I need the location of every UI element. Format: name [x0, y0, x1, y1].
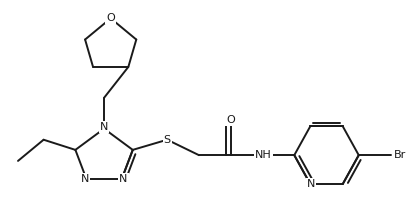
Text: NH: NH: [255, 150, 272, 160]
Text: N: N: [100, 122, 108, 132]
Text: O: O: [226, 115, 235, 125]
Text: N: N: [307, 179, 315, 189]
Text: N: N: [119, 174, 128, 184]
Text: N: N: [81, 174, 89, 184]
Text: Br: Br: [394, 150, 406, 160]
Text: O: O: [106, 13, 115, 23]
Text: S: S: [164, 135, 171, 145]
